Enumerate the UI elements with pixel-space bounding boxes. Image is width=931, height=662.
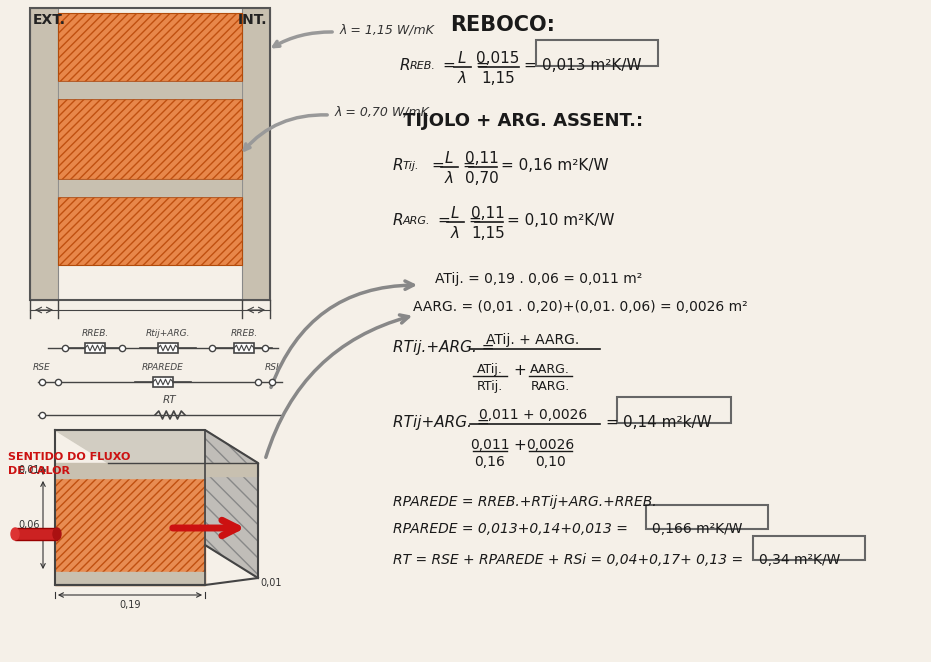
Ellipse shape <box>53 528 61 540</box>
FancyArrowPatch shape <box>266 315 409 457</box>
FancyArrowPatch shape <box>271 281 413 387</box>
Text: ATij. = 0,19 . 0,06 = 0,011 m²: ATij. = 0,19 . 0,06 = 0,011 m² <box>435 272 642 286</box>
Text: =: = <box>468 213 480 228</box>
Polygon shape <box>55 470 205 585</box>
Text: RTij.: RTij. <box>477 380 503 393</box>
Text: TIJOLO + ARG. ASSENT.:: TIJOLO + ARG. ASSENT.: <box>403 112 643 130</box>
Text: AARG. = (0,01 . 0,20)+(0,01. 0,06) = 0,0026 m²: AARG. = (0,01 . 0,20)+(0,01. 0,06) = 0,0… <box>413 300 748 314</box>
Text: EXT.: EXT. <box>33 13 66 27</box>
Text: L: L <box>458 51 466 66</box>
Polygon shape <box>205 463 258 476</box>
Text: 0,0026: 0,0026 <box>526 438 574 452</box>
Text: L: L <box>445 151 453 166</box>
Bar <box>58 13 242 81</box>
Text: AARG.: AARG. <box>530 363 570 376</box>
Text: =: = <box>431 158 444 173</box>
Text: 1,15: 1,15 <box>481 71 515 86</box>
Bar <box>30 8 58 300</box>
Text: = 0,16 m²K/W: = 0,16 m²K/W <box>501 158 609 173</box>
Text: RPAREDE = RREB.+RTij+ARG.+RREB.: RPAREDE = RREB.+RTij+ARG.+RREB. <box>393 495 656 509</box>
Text: +: + <box>513 363 526 378</box>
Bar <box>158 343 178 353</box>
Text: RTij.+ARG. =: RTij.+ARG. = <box>393 340 494 355</box>
Text: 0,013 m²K/W: 0,013 m²K/W <box>542 58 641 73</box>
Text: =: = <box>462 158 475 173</box>
Text: L: L <box>451 206 459 221</box>
Text: ATij.: ATij. <box>477 363 503 376</box>
Polygon shape <box>55 572 205 585</box>
Bar <box>15 528 57 540</box>
Text: INT.: INT. <box>237 13 267 27</box>
Text: 0,01: 0,01 <box>19 465 40 475</box>
Text: 0,011 + 0,0026: 0,011 + 0,0026 <box>479 408 587 422</box>
Text: 0,06: 0,06 <box>19 520 40 530</box>
Text: 0,166 m²K/W: 0,166 m²K/W <box>652 522 743 536</box>
Text: RSI: RSI <box>264 363 279 372</box>
Text: =: = <box>437 213 450 228</box>
Text: 0,70: 0,70 <box>466 171 499 186</box>
Text: Tij.: Tij. <box>403 161 420 171</box>
Text: RSE: RSE <box>34 363 51 372</box>
Bar <box>153 377 173 387</box>
Text: +: + <box>513 438 526 453</box>
Text: 0,01: 0,01 <box>260 578 281 588</box>
Bar <box>58 99 242 179</box>
Text: RPAREDE = 0,013+0,14+0,013 =: RPAREDE = 0,013+0,14+0,013 = <box>393 522 627 536</box>
Bar <box>58 81 242 99</box>
Text: =: = <box>442 58 454 73</box>
Text: =: = <box>523 58 535 73</box>
Bar <box>85 343 105 353</box>
Text: RREB.: RREB. <box>81 329 109 338</box>
Text: 0,011: 0,011 <box>470 438 510 452</box>
Text: 0,34 m²K/W: 0,34 m²K/W <box>759 553 841 567</box>
Text: 0,11: 0,11 <box>471 206 505 221</box>
Text: ARG.: ARG. <box>403 216 430 226</box>
Text: REB.: REB. <box>410 61 436 71</box>
Text: =: = <box>475 58 488 73</box>
Text: RT = RSE + RPAREDE + RSi = 0,04+0,17+ 0,13 =: RT = RSE + RPAREDE + RSi = 0,04+0,17+ 0,… <box>393 553 743 567</box>
Text: 0,19: 0,19 <box>119 600 141 610</box>
Ellipse shape <box>11 528 19 540</box>
Bar <box>58 197 242 265</box>
Text: 0,14 m²k/W: 0,14 m²k/W <box>623 415 712 430</box>
Text: ATij. + AARG.: ATij. + AARG. <box>486 333 580 347</box>
Text: λ = 1,15 W/mK: λ = 1,15 W/mK <box>340 23 435 36</box>
Text: SENTIDO DO FLUXO
DE CALOR: SENTIDO DO FLUXO DE CALOR <box>8 452 130 476</box>
Text: Rtij+ARG.: Rtij+ARG. <box>146 329 190 338</box>
Polygon shape <box>55 430 258 463</box>
Bar <box>58 99 242 179</box>
Text: RREB.: RREB. <box>230 329 258 338</box>
Text: 0,11: 0,11 <box>466 151 499 166</box>
Text: =: = <box>605 415 618 430</box>
Text: λ: λ <box>444 171 453 186</box>
Text: RPAREDE: RPAREDE <box>142 363 184 372</box>
Text: R: R <box>393 158 404 173</box>
Polygon shape <box>205 430 258 578</box>
Text: 0,015: 0,015 <box>477 51 519 66</box>
Text: = 0,10 m²K/W: = 0,10 m²K/W <box>507 213 614 228</box>
Text: 1,15: 1,15 <box>471 226 505 241</box>
Bar <box>58 13 242 81</box>
Text: λ = 0,70 W/mK: λ = 0,70 W/mK <box>335 105 430 118</box>
Bar <box>234 343 254 353</box>
Text: 0,16: 0,16 <box>475 455 506 469</box>
Text: RT: RT <box>163 395 177 405</box>
Text: λ: λ <box>457 71 466 86</box>
Polygon shape <box>55 463 205 478</box>
Text: R: R <box>400 58 411 73</box>
Text: RARG.: RARG. <box>531 380 570 393</box>
Text: REBOCO:: REBOCO: <box>450 15 555 35</box>
Bar <box>58 197 242 265</box>
Text: RTij+ARG. =: RTij+ARG. = <box>393 415 490 430</box>
Text: R: R <box>393 213 404 228</box>
Text: 0,10: 0,10 <box>534 455 565 469</box>
Bar <box>30 8 270 300</box>
Text: λ: λ <box>451 226 460 241</box>
Bar <box>242 8 270 300</box>
Bar <box>58 179 242 197</box>
